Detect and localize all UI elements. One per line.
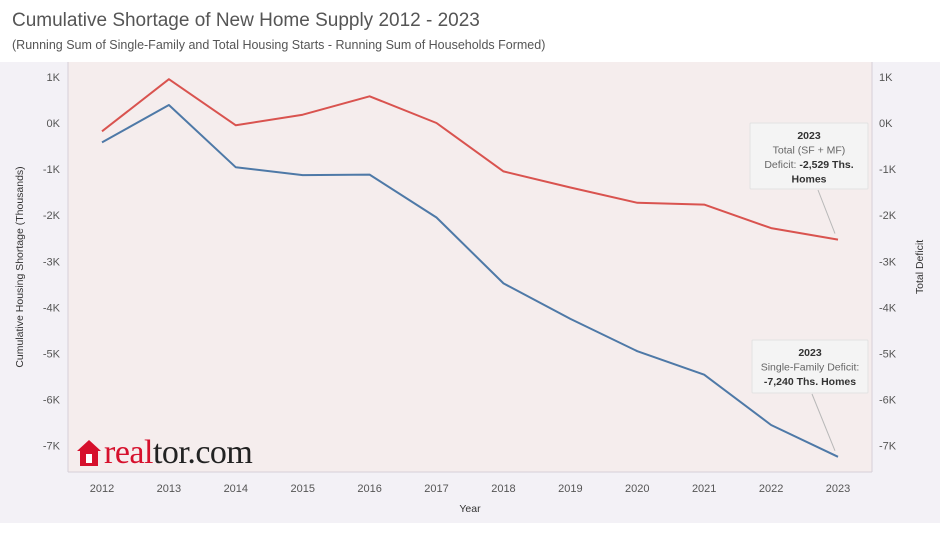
data-point-total	[702, 202, 707, 207]
annotation-leader-line	[811, 393, 836, 451]
data-point-single_family	[836, 454, 841, 459]
annotation-line: 2023	[798, 347, 822, 359]
annotation-leaders	[811, 189, 836, 451]
data-point-single_family	[233, 165, 238, 170]
x-axis-title: Year	[459, 503, 481, 515]
annotation-box-single_family	[751, 339, 869, 394]
y-tick-label-right: -2K	[879, 210, 897, 222]
data-point-total	[836, 237, 841, 242]
data-point-single_family	[702, 372, 707, 377]
data-point-single_family	[434, 215, 439, 220]
data-point-total	[367, 94, 372, 99]
x-axis-ticks: 2012 2013 2014 2015 2016 2017 2018 2019 2020 2021…	[90, 483, 850, 495]
x-tick-label: 2016	[357, 483, 381, 495]
annotation-line: -7,240 Ths. Homes	[764, 376, 856, 388]
right-axis-band	[872, 62, 940, 523]
x-tick-label: 2021	[692, 483, 716, 495]
y-tick-label-left: -2K	[43, 210, 61, 222]
series-lines	[100, 77, 841, 459]
y-tick-label-right: -5K	[879, 349, 897, 361]
data-point-total	[300, 112, 305, 117]
x-tick-label: 2022	[759, 483, 783, 495]
y-tick-label-left: 0K	[47, 118, 61, 130]
y-tick-label-left: -6K	[43, 395, 61, 407]
chart-subtitle: (Running Sum of Single-Family and Total …	[12, 38, 546, 52]
left-axis-band	[0, 62, 68, 523]
x-tick-label: 2012	[90, 483, 114, 495]
x-tick-label: 2017	[424, 483, 448, 495]
chart-title: Cumulative Shortage of New Home Supply 2…	[12, 10, 480, 31]
y-tick-label-right: -3K	[879, 256, 897, 268]
x-tick-label: 2018	[491, 483, 515, 495]
data-point-single_family	[501, 281, 506, 286]
y-axis-left-ticks: 1K 0K -1K -2K -3K -4K -5K -6K -7K	[43, 72, 61, 453]
y-tick-label-left: -5K	[43, 349, 61, 361]
x-tick-label: 2014	[224, 483, 248, 495]
plot-background	[68, 62, 872, 472]
y-tick-label-left: -1K	[43, 164, 61, 176]
annotation-line: 2023	[797, 130, 821, 142]
annotation-leader-line	[817, 189, 836, 234]
y-tick-label-right: 1K	[879, 72, 893, 84]
y-tick-label-left: -7K	[43, 441, 61, 453]
x-tick-label: 2015	[290, 483, 314, 495]
y-tick-label-left: -3K	[43, 256, 61, 268]
y-axis-right-title: Total Deficit	[914, 240, 926, 294]
annotation-line: Single-Family Deficit:	[761, 362, 860, 374]
y-tick-label-right: 0K	[879, 118, 893, 130]
data-point-total	[501, 169, 506, 174]
series-line-single_family	[101, 104, 839, 458]
y-axis-left-title: Cumulative Housing Shortage (Thousands)	[14, 166, 26, 367]
house-icon	[76, 439, 102, 467]
annotation-line: Homes	[791, 174, 826, 186]
y-tick-label-right: -6K	[879, 395, 897, 407]
y-tick-label-left: 1K	[47, 72, 61, 84]
logo-wordmark: realtor.com	[104, 434, 253, 471]
x-tick-label: 2019	[558, 483, 582, 495]
data-point-total	[635, 200, 640, 205]
data-point-single_family	[300, 173, 305, 178]
y-axis-right-ticks: 1K 0K -1K -2K -3K -4K -5K -6K -7K	[879, 72, 897, 453]
bottom-axis-band	[68, 472, 872, 523]
data-point-single_family	[635, 349, 640, 354]
data-point-total	[434, 121, 439, 126]
data-point-single_family	[100, 140, 105, 145]
series-line-total	[101, 78, 839, 241]
data-point-total	[568, 185, 573, 190]
annotation-box-total	[749, 122, 869, 190]
logo-text-tor: tor.com	[152, 434, 253, 471]
data-point-total	[166, 77, 171, 82]
data-point-total	[769, 226, 774, 231]
logo-text-real: real	[104, 434, 153, 471]
y-tick-label-right: -7K	[879, 441, 897, 453]
annotation-line: Deficit: -2,529 Ths.	[764, 159, 853, 171]
data-point-single_family	[568, 316, 573, 321]
annotation-line: Total (SF + MF)	[773, 145, 846, 157]
y-tick-label-right: -4K	[879, 302, 897, 314]
x-tick-label: 2020	[625, 483, 649, 495]
y-tick-label-left: -4K	[43, 302, 61, 314]
annotations: 2023 Total (SF + MF) Deficit: -2,529 Ths. H…	[749, 122, 869, 394]
data-point-total	[100, 129, 105, 134]
data-point-single_family	[769, 422, 774, 427]
data-point-single_family	[367, 172, 372, 177]
data-point-single_family	[166, 103, 171, 108]
y-tick-label-right: -1K	[879, 164, 897, 176]
x-tick-label: 2023	[826, 483, 850, 495]
data-point-total	[233, 123, 238, 128]
x-tick-label: 2013	[157, 483, 181, 495]
realtor-logo: realtor.com	[76, 434, 253, 471]
